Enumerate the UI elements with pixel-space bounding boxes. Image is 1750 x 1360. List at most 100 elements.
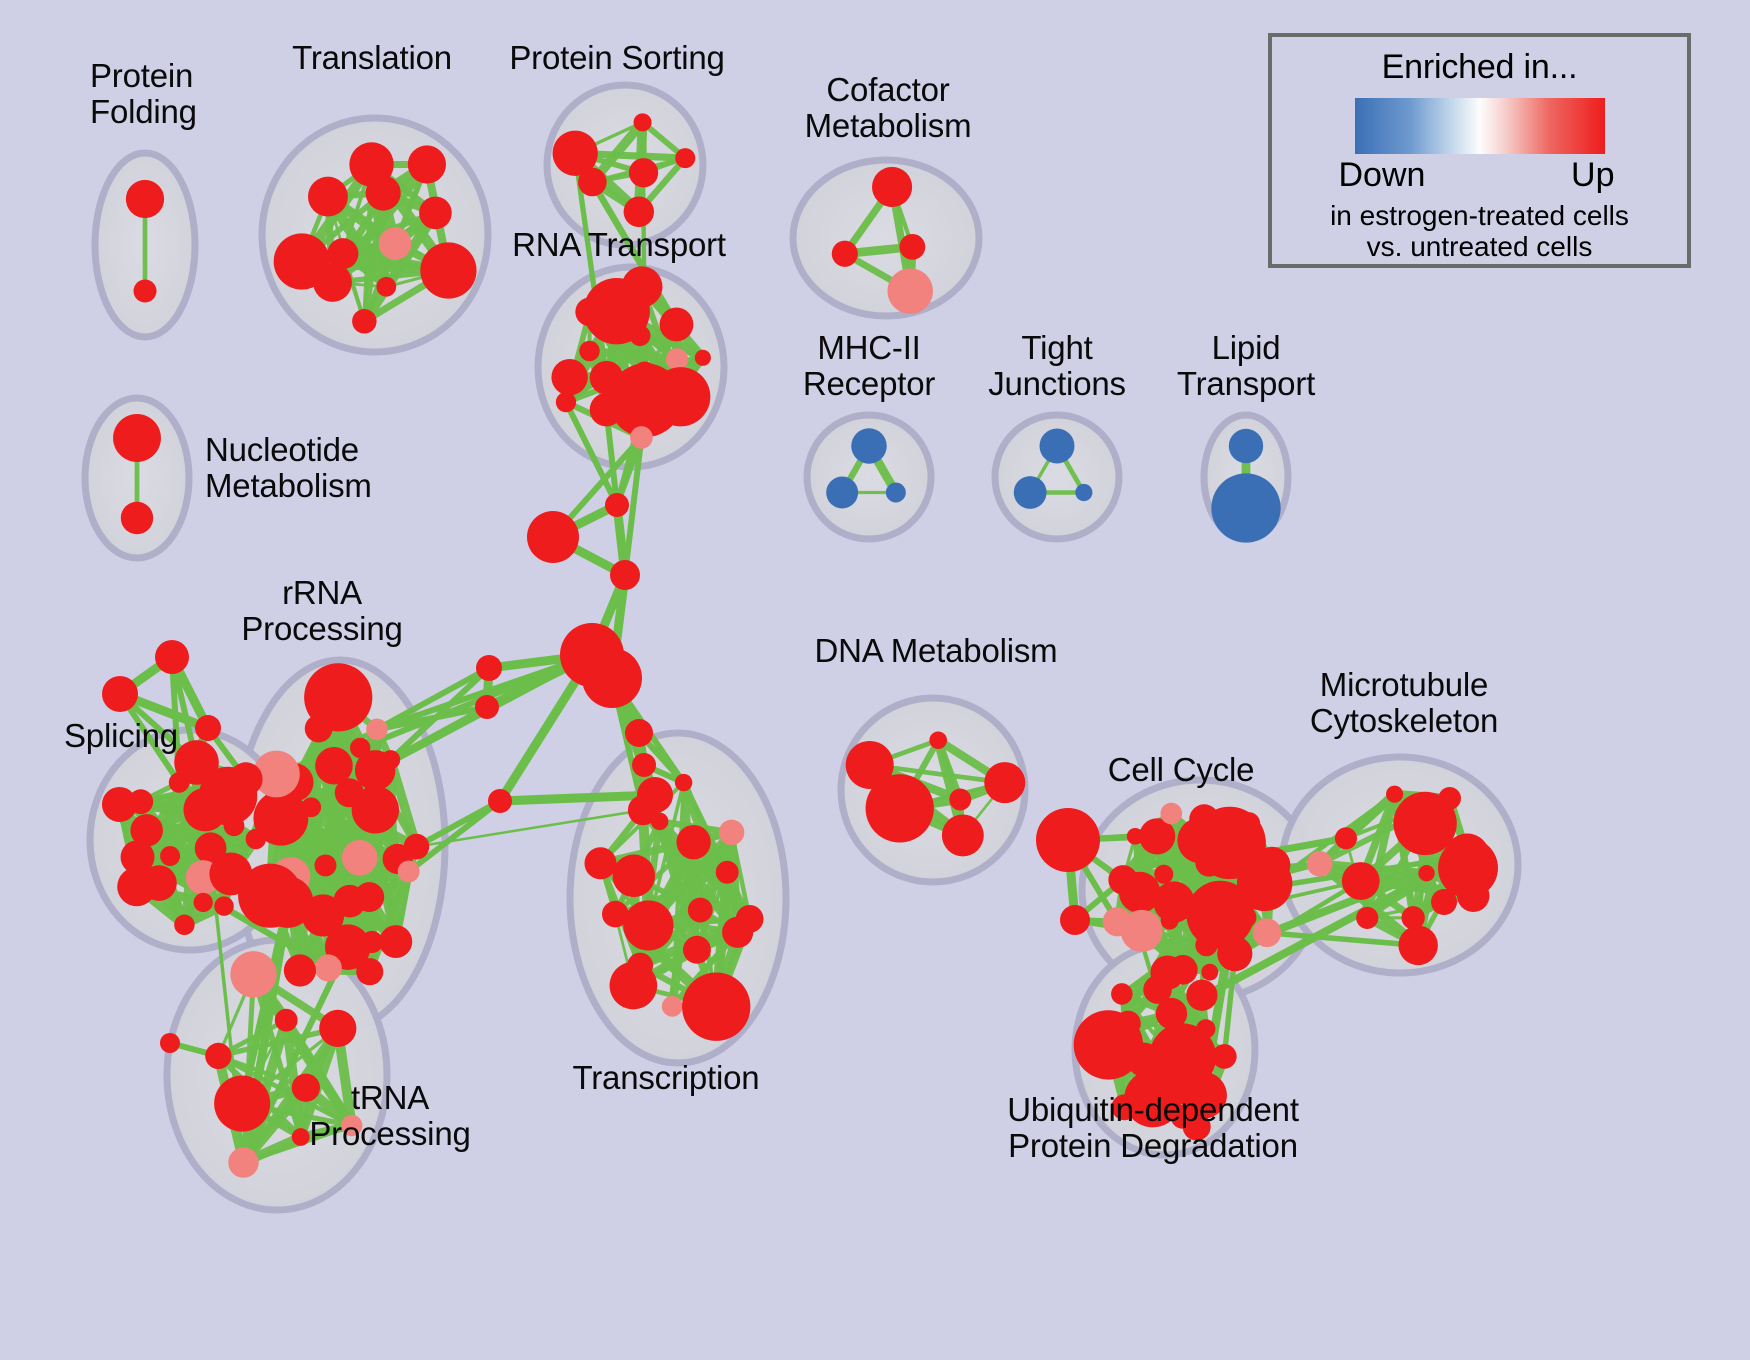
gene-set-node-bridge — [475, 695, 499, 719]
gene-set-node — [885, 482, 906, 503]
gene-set-node — [899, 233, 926, 260]
gene-set-node — [949, 788, 972, 811]
gene-set-node-bridge — [160, 1033, 180, 1053]
cluster-label-protein-folding: Protein Folding — [90, 57, 197, 130]
gene-set-node — [379, 925, 413, 959]
gene-set-node — [1150, 955, 1185, 990]
gene-set-node — [228, 762, 263, 796]
gene-set-node — [715, 860, 739, 884]
cluster-label-protein-sorting: Protein Sorting — [509, 39, 725, 76]
gene-set-node — [555, 392, 577, 413]
gene-set-node — [315, 746, 353, 785]
gene-set-node — [735, 905, 764, 933]
gene-set-node-bridge — [610, 560, 640, 590]
gene-set-node — [1102, 907, 1132, 937]
gene-set-node — [350, 737, 371, 759]
gene-set-node — [230, 951, 277, 998]
node-layer — [101, 113, 1498, 1178]
gene-set-node — [1124, 1070, 1182, 1128]
gene-set-node-bridge — [632, 753, 656, 777]
gene-set-node — [941, 814, 984, 857]
edge — [680, 779, 753, 922]
gene-set-node — [117, 867, 157, 907]
gene-set-node — [366, 718, 388, 741]
cluster-ellipse-mhc-ii-receptor — [803, 411, 935, 543]
gene-set-node — [826, 476, 859, 509]
gene-set-node — [675, 148, 696, 169]
gene-set-node — [174, 914, 195, 936]
cluster-label-rrna-processing: rRNA Processing — [241, 574, 403, 647]
gene-set-node — [623, 900, 674, 951]
gene-set-node — [1438, 787, 1462, 810]
gene-set-node — [1356, 906, 1379, 929]
gene-set-node — [1155, 997, 1188, 1030]
gene-set-node — [238, 863, 303, 928]
gene-set-node — [1398, 925, 1438, 966]
gene-set-node — [1073, 1010, 1144, 1080]
gene-set-node — [1195, 933, 1218, 957]
gene-set-node — [319, 1009, 357, 1047]
gene-set-node-bridge — [195, 715, 221, 741]
gene-set-node-bridge — [476, 655, 502, 681]
gene-set-node-bridge — [102, 676, 138, 712]
gene-set-node — [378, 227, 412, 260]
edge-bridge — [562, 399, 620, 508]
edge-cross-cluster — [415, 808, 645, 848]
gene-set-node — [351, 786, 400, 834]
edge-bridge — [373, 665, 492, 733]
gene-set-node — [1160, 802, 1183, 825]
gene-set-node — [1039, 428, 1075, 464]
gene-set-node-bridge — [625, 719, 653, 747]
cluster-label-lipid-transport: Lipid Transport — [1176, 329, 1316, 402]
gene-set-node — [1341, 862, 1380, 900]
gene-set-node — [575, 297, 605, 327]
gene-set-node — [360, 930, 384, 954]
gene-set-node — [1211, 1044, 1237, 1069]
gene-set-node — [630, 426, 653, 449]
gene-set-node — [304, 663, 373, 732]
gene-set-node — [551, 359, 588, 396]
gene-set-node — [831, 240, 858, 267]
cluster-label-mhc-ii-receptor: MHC-II Receptor — [802, 329, 936, 402]
gene-set-node — [1139, 818, 1176, 855]
gene-set-node — [1196, 1019, 1216, 1039]
gene-set-node — [274, 1008, 298, 1032]
edge-bridge — [387, 704, 490, 763]
edge-cross-cluster — [240, 944, 351, 1166]
gene-set-node — [214, 896, 234, 916]
edge — [631, 780, 686, 988]
gene-set-node — [1252, 918, 1282, 948]
gene-set-node-bridge — [155, 640, 189, 674]
edge — [333, 692, 375, 977]
cluster-label-microtubule: Microtubule Cytoskeleton — [1309, 666, 1499, 739]
gene-set-node-bridge — [1438, 838, 1498, 898]
gene-set-node — [687, 897, 713, 923]
cluster-label-nucleotide-metabolism: Nucleotide Metabolism — [205, 431, 372, 504]
gene-set-node — [1182, 1112, 1211, 1141]
gene-set-node — [1108, 865, 1138, 895]
gene-set-node — [682, 935, 711, 964]
gene-set-node-bridge — [1060, 905, 1090, 935]
edge — [250, 971, 304, 1141]
gene-set-node — [352, 309, 377, 334]
gene-set-node — [601, 900, 629, 928]
gene-set-node — [120, 840, 155, 875]
gene-set-node — [214, 1075, 271, 1132]
gene-set-node — [1186, 880, 1255, 949]
edge-bridge — [373, 704, 490, 733]
gene-set-node — [612, 854, 656, 898]
gene-set-node — [1253, 846, 1291, 884]
gene-set-node-bridge — [1036, 808, 1100, 872]
gene-set-node — [307, 176, 348, 217]
gene-set-node — [1393, 791, 1457, 856]
gene-set-node — [1386, 785, 1404, 803]
gene-set-node — [125, 179, 165, 219]
edge-bridge — [405, 798, 503, 875]
gene-set-node — [1237, 812, 1261, 835]
gene-set-node — [376, 276, 397, 297]
gene-set-node — [579, 340, 600, 362]
gene-set-node — [1217, 936, 1253, 972]
gene-set-node — [327, 238, 359, 270]
gene-set-node — [283, 954, 317, 987]
gene-set-node — [194, 832, 227, 865]
